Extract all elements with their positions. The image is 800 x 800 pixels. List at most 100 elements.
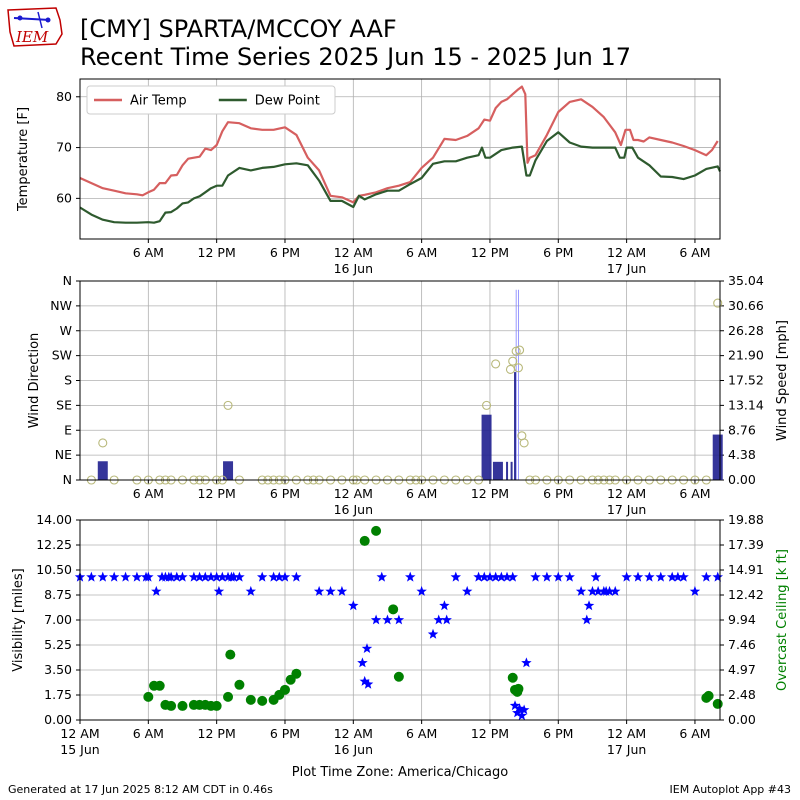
- x-tick-label: 6 PM: [270, 726, 300, 741]
- y-right-tick-label: 19.88: [728, 512, 764, 527]
- wind-direction-marker: [223, 400, 233, 410]
- y-tick-label: W: [60, 323, 72, 338]
- x-axis-label: Plot Time Zone: America/Chicago: [292, 765, 508, 780]
- visibility-marker: [211, 571, 222, 582]
- visibility-marker: [509, 700, 521, 711]
- visibility-marker: [268, 571, 279, 582]
- y-tick-label: 10.50: [36, 562, 72, 577]
- ceiling-marker: [393, 671, 404, 682]
- visibility-marker: [194, 571, 205, 582]
- wind-direction-marker: [505, 364, 516, 374]
- visibility-marker: [205, 571, 217, 582]
- y-right-tick-label: 17.52: [728, 373, 764, 388]
- visibility-marker: [416, 585, 427, 596]
- y-right-tick-label: 2.48: [728, 687, 756, 702]
- y-tick-label: N: [63, 273, 72, 288]
- visibility-marker: [200, 571, 211, 582]
- visibility-marker: [393, 614, 405, 625]
- ceiling-marker: [388, 604, 399, 615]
- wind-speed-bar: [506, 461, 509, 480]
- visibility-marker: [441, 614, 452, 625]
- x-tick-label: 6 AM: [406, 726, 437, 741]
- y-tick-label: N: [63, 472, 72, 487]
- visibility-marker: [376, 571, 387, 582]
- x-tick-label: 12 PM: [471, 726, 509, 741]
- visibility-marker: [530, 571, 541, 582]
- ceiling-marker: [211, 700, 222, 711]
- visibility-marker: [257, 571, 268, 582]
- visibility-marker: [473, 571, 484, 582]
- x-tick-label: 6 AM: [679, 726, 710, 741]
- visibility-marker: [575, 585, 587, 596]
- y-right-tick-label: 12.42: [728, 587, 764, 602]
- visibility-marker: [514, 703, 525, 713]
- visibility-marker: [583, 600, 595, 611]
- wind-speed-bar: [481, 414, 492, 480]
- ceiling-marker: [703, 690, 714, 701]
- visibility-marker: [151, 585, 162, 596]
- ceiling-marker: [257, 695, 268, 706]
- y-right-axis-label: Overcast Ceiling [k ft]: [775, 549, 790, 691]
- visibility-marker: [370, 614, 382, 625]
- visibility-marker: [553, 571, 564, 582]
- visibility-marker: [274, 571, 285, 582]
- y-right-tick-label: 17.39: [728, 537, 764, 552]
- visibility-marker: [362, 678, 374, 689]
- y-right-tick-label: 0.00: [728, 712, 756, 727]
- visibility-marker: [666, 571, 678, 582]
- y-right-tick-label: 4.97: [728, 662, 756, 677]
- y-right-tick-label: 21.90: [728, 348, 764, 363]
- x-tick-label: 12 AM: [60, 726, 99, 741]
- x-tick-sublabel: 17 Jun: [607, 502, 646, 517]
- y-right-tick-label: 7.46: [728, 637, 756, 652]
- visibility-marker: [361, 643, 373, 653]
- y-right-tick-label: 0.00: [728, 472, 756, 487]
- y-tick-label: 7.00: [44, 612, 72, 627]
- visibility-marker: [171, 571, 182, 582]
- y-tick-label: S: [64, 373, 72, 388]
- visibility-marker: [590, 571, 602, 582]
- visibility-marker: [405, 571, 416, 582]
- legend: Air Temp Dew Point: [86, 85, 336, 115]
- ceiling-marker: [154, 680, 165, 691]
- y-tick-label: 0.00: [44, 712, 72, 727]
- y-tick-label: NE: [55, 447, 72, 462]
- wind-direction-marker: [515, 345, 525, 355]
- visibility-marker: [581, 614, 592, 625]
- x-tick-sublabel: 16 Jun: [334, 742, 373, 757]
- x-tick-label: 6 AM: [133, 245, 164, 260]
- y-tick-label: NW: [50, 298, 72, 313]
- x-tick-label: 12 PM: [198, 486, 236, 501]
- y-tick-label: SE: [56, 397, 72, 412]
- visibility-marker: [701, 571, 712, 582]
- y-tick-label: 12.25: [36, 537, 72, 552]
- y-tick-label: 14.00: [36, 512, 72, 527]
- y-tick-label: 1.75: [44, 687, 72, 702]
- plot-frame: [79, 280, 721, 481]
- visibility-marker: [507, 571, 518, 582]
- visibility-marker: [490, 571, 501, 582]
- x-tick-label: 6 PM: [543, 245, 573, 260]
- ceiling-marker: [166, 700, 177, 711]
- visibility-marker: [450, 571, 461, 582]
- x-tick-label: 12 PM: [471, 245, 509, 260]
- visibility-marker: [484, 571, 496, 582]
- ceiling-marker: [507, 672, 518, 683]
- app-id: IEM Autoplot App #43: [669, 783, 792, 796]
- visibility-marker: [433, 614, 444, 625]
- ceiling-marker: [143, 691, 154, 702]
- x-tick-label: 12 AM: [334, 726, 373, 741]
- x-tick-label: 6 PM: [270, 245, 300, 260]
- visibility-marker: [644, 571, 655, 582]
- x-tick-label: 12 AM: [334, 245, 373, 260]
- chart-title: [CMY] SPARTA/MCCOY AAF: [80, 15, 397, 43]
- y-tick-label: 8.75: [44, 587, 72, 602]
- visibility-marker: [359, 675, 370, 686]
- x-tick-label: 12 PM: [198, 245, 236, 260]
- x-tick-sublabel: 15 Jun: [60, 742, 99, 757]
- x-tick-label: 12 AM: [607, 726, 646, 741]
- chart-subtitle: Recent Time Series 2025 Jun 15 - 2025 Ju…: [80, 43, 632, 71]
- ceiling-marker: [245, 694, 256, 705]
